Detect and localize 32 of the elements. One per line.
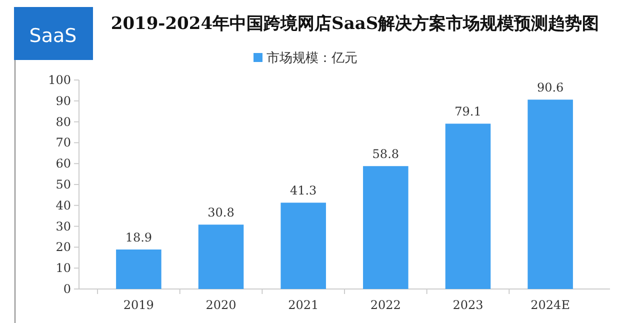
y-tick-label: 80	[56, 114, 71, 129]
bar	[445, 124, 491, 289]
data-label: 58.8	[372, 147, 400, 162]
data-label: 90.6	[536, 80, 564, 95]
bar	[116, 250, 162, 289]
data-label: 79.1	[454, 104, 482, 119]
legend-label: 市场规模：亿元	[266, 51, 358, 66]
data-label: 18.9	[125, 230, 152, 244]
bar	[280, 202, 326, 289]
y-tick-label: 30	[56, 219, 71, 234]
x-tick-label: 2019	[123, 298, 154, 312]
y-tick-label: 90	[56, 94, 71, 108]
x-tick-label: 2022	[370, 298, 401, 312]
chart-title: 2019-2024年中国跨境网店SaaS解决方案市场规模预测趋势图	[110, 13, 600, 34]
y-tick-label: 10	[56, 261, 71, 276]
y-tick-label: 20	[56, 240, 71, 254]
y-tick-label: 50	[56, 178, 71, 192]
x-tick-label: 2023	[452, 298, 484, 312]
bar	[198, 224, 244, 289]
y-tick-label: 0	[63, 282, 71, 296]
y-tick-label: 70	[56, 136, 71, 150]
x-tick-label: 2021	[288, 298, 319, 312]
y-tick-label: 60	[56, 156, 71, 171]
x-tick-label: 2020	[206, 298, 236, 312]
y-tick-label: 100	[48, 73, 71, 87]
x-tick-label: 2024E	[530, 298, 570, 312]
data-label: 41.3	[290, 184, 317, 198]
y-tick-label: 40	[56, 198, 71, 212]
data-label: 30.8	[208, 206, 234, 220]
bar	[363, 166, 408, 289]
text: SaaS	[29, 25, 77, 47]
bar	[528, 100, 573, 289]
